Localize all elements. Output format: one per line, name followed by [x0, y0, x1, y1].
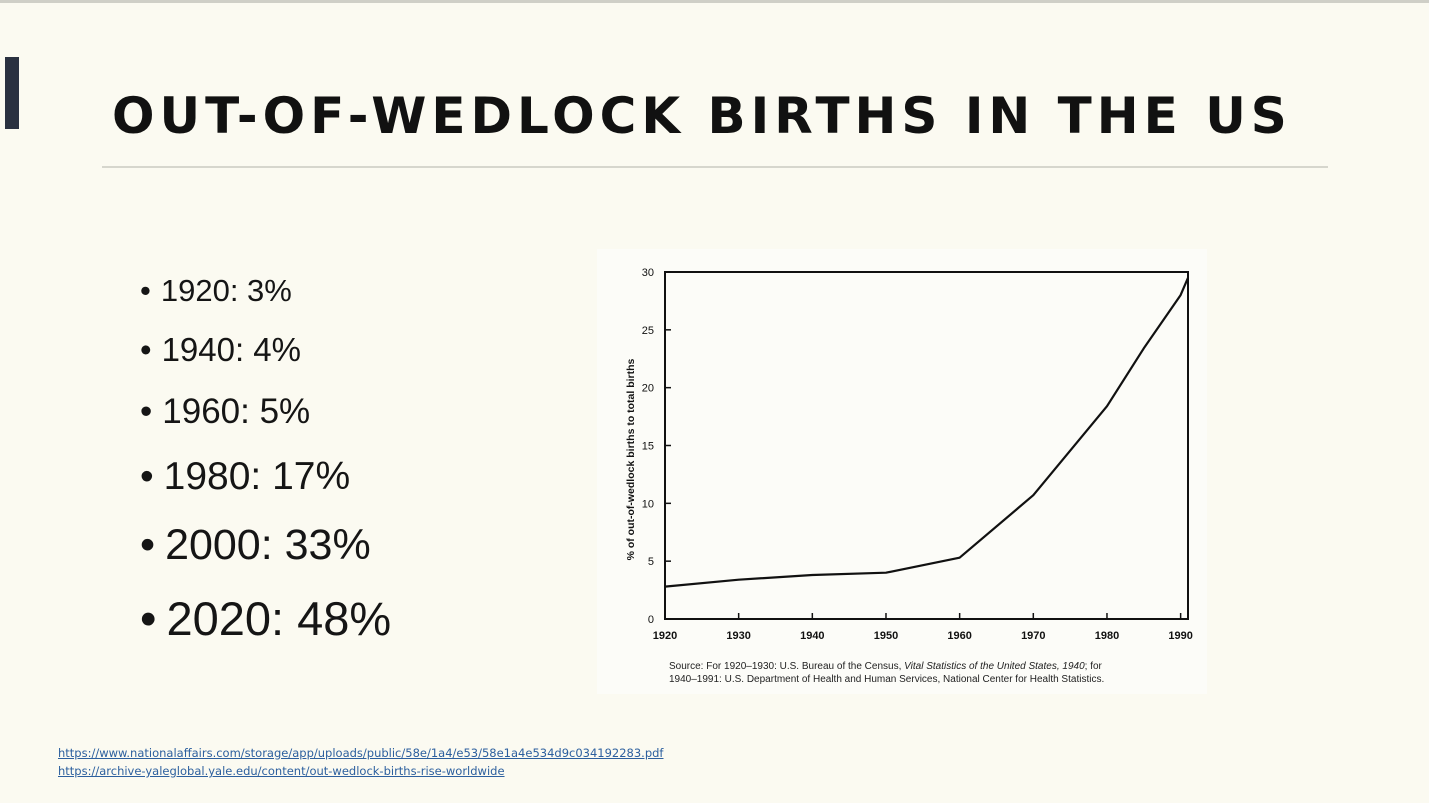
- y-tick-label: 5: [648, 556, 654, 568]
- source-line-2: 1940–1991: U.S. Department of Health and…: [669, 674, 1105, 685]
- x-tick-label: 1920: [653, 630, 677, 642]
- series-line: [664, 277, 1190, 588]
- bullet-text: 2000: 33%: [165, 521, 371, 569]
- y-tick-label: 0: [648, 614, 654, 626]
- slide-title: OUT-OF-WEDLOCK BIRTHS IN THE US: [112, 87, 1292, 145]
- bullet-item: • 1920: 3%: [140, 273, 292, 309]
- y-tick-label: 30: [642, 267, 654, 279]
- bullet-text: 2020: 48%: [166, 592, 392, 645]
- bullet-dot: •: [140, 273, 151, 308]
- x-tick-label: 1930: [726, 630, 750, 642]
- reference-links: https://www.nationalaffairs.com/storage/…: [58, 744, 664, 780]
- bullet-dot: •: [140, 455, 154, 498]
- title-divider: [102, 166, 1328, 168]
- reference-link[interactable]: https://archive-yaleglobal.yale.edu/cont…: [58, 764, 505, 778]
- x-tick-label: 1960: [947, 630, 971, 642]
- bullet-text: 1960: 5%: [162, 392, 311, 431]
- x-tick-label: 1940: [800, 630, 824, 642]
- bullet-item: • 1940: 4%: [140, 331, 301, 369]
- source-title: Vital Statistics of the United States, 1…: [904, 661, 1085, 672]
- bullet-text: 1940: 4%: [161, 331, 302, 368]
- bullet-dot: •: [140, 392, 153, 431]
- bullet-dot: •: [140, 592, 157, 645]
- accent-bar: [5, 57, 19, 129]
- y-tick-label: 10: [642, 498, 654, 510]
- y-axis-label: % of out-of-wedlock births to total birt…: [625, 358, 637, 560]
- y-tick-label: 20: [642, 383, 654, 395]
- source-lead: Source: For 1920–1930: U.S. Bureau of th…: [669, 661, 905, 672]
- bullet-text: 1980: 17%: [163, 455, 351, 498]
- bullet-text: 1920: 3%: [160, 273, 292, 308]
- reference-link[interactable]: https://www.nationalaffairs.com/storage/…: [58, 746, 664, 760]
- bullet-dot: •: [140, 521, 156, 569]
- chart-source-note: Source: For 1920–1930: U.S. Bureau of th…: [669, 660, 1189, 686]
- line-chart: 0 5 10 15 20 25 30 1920 1930 1940 1950 1960 1970 1980…: [625, 267, 1193, 642]
- bullet-dot: •: [140, 331, 152, 368]
- bullet-item: • 1960: 5%: [140, 392, 310, 432]
- bullet-item: • 2020: 48%: [140, 591, 391, 646]
- bullet-item: • 2000: 33%: [140, 521, 371, 570]
- x-tick-label: 1950: [874, 630, 898, 642]
- x-tick-label: 1990: [1168, 630, 1192, 642]
- plot-frame: [664, 271, 1189, 620]
- bullet-item: • 1980: 17%: [140, 455, 350, 499]
- y-tick-label: 25: [642, 325, 654, 337]
- source-tail: ; for: [1084, 661, 1102, 672]
- x-tick-label: 1980: [1095, 630, 1119, 642]
- y-tick-label: 15: [642, 441, 654, 453]
- x-tick-label: 1970: [1021, 630, 1045, 642]
